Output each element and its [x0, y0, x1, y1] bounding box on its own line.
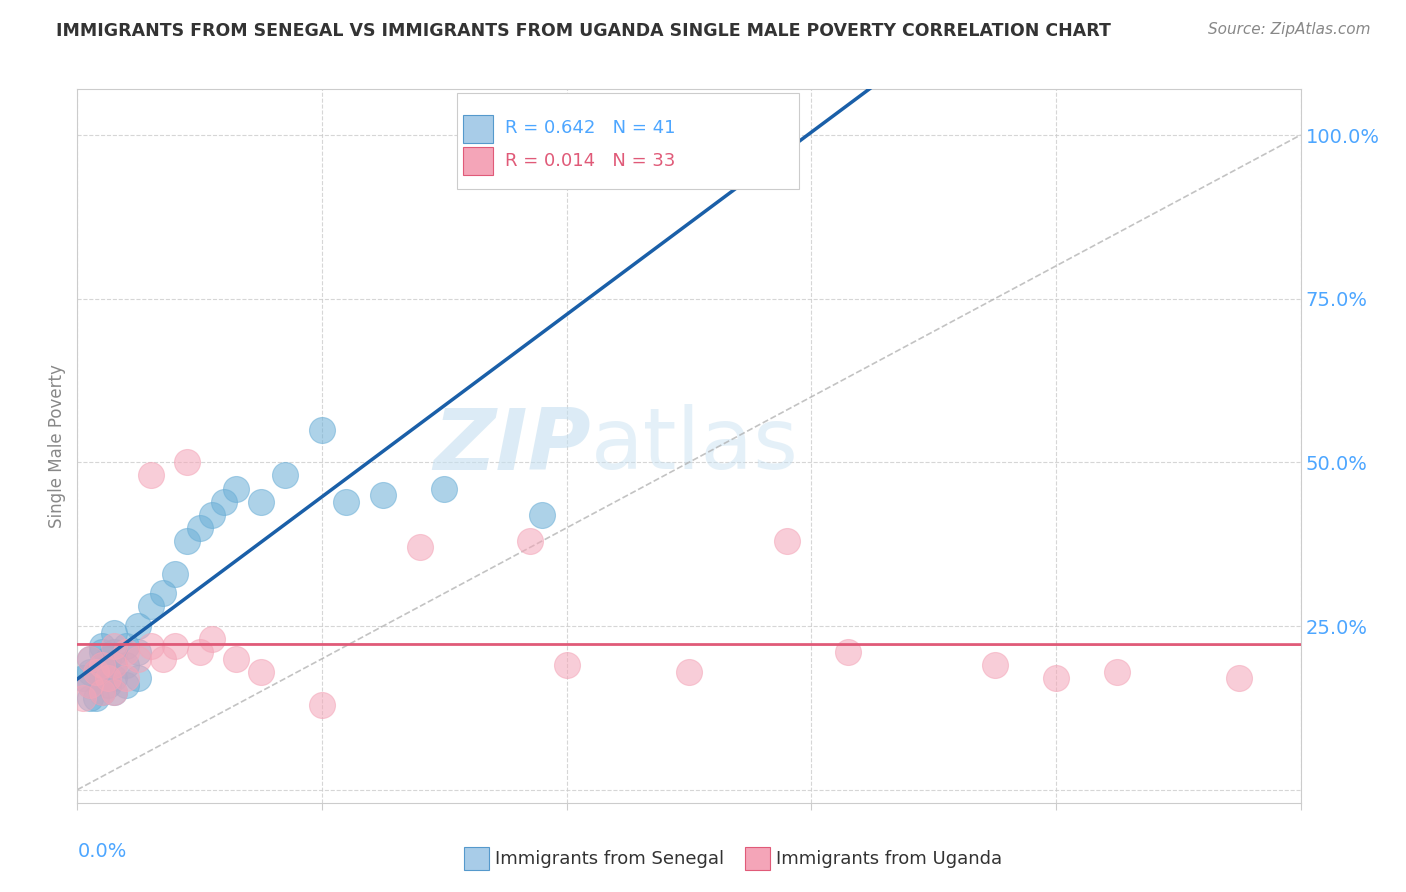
- Point: [984, 658, 1007, 673]
- Point: [176, 455, 198, 469]
- Point: [79, 678, 101, 692]
- Point: [1229, 672, 1251, 686]
- Point: [212, 494, 235, 508]
- FancyBboxPatch shape: [457, 93, 799, 189]
- Point: [90, 658, 112, 673]
- Point: [127, 619, 149, 633]
- Point: [115, 678, 138, 692]
- Point: [97, 672, 120, 686]
- Point: [79, 652, 101, 666]
- Point: [250, 665, 273, 679]
- Point: [654, 128, 676, 142]
- Point: [165, 639, 187, 653]
- Text: IMMIGRANTS FROM SENEGAL VS IMMIGRANTS FROM UGANDA SINGLE MALE POVERTY CORRELATIO: IMMIGRANTS FROM SENEGAL VS IMMIGRANTS FR…: [56, 22, 1111, 40]
- Point: [84, 691, 107, 706]
- Point: [371, 488, 394, 502]
- Text: R = 0.014   N = 33: R = 0.014 N = 33: [506, 152, 676, 169]
- Point: [274, 468, 297, 483]
- Text: ZIP: ZIP: [433, 404, 591, 488]
- Point: [103, 645, 125, 659]
- Point: [152, 586, 174, 600]
- Point: [201, 632, 224, 647]
- Point: [115, 639, 138, 653]
- Point: [311, 423, 333, 437]
- Point: [678, 665, 700, 679]
- Point: [103, 684, 125, 698]
- Text: 0.0%: 0.0%: [77, 842, 127, 861]
- Point: [225, 652, 247, 666]
- Point: [188, 645, 211, 659]
- Point: [139, 639, 162, 653]
- Point: [79, 678, 101, 692]
- Point: [115, 672, 138, 686]
- Point: [409, 541, 432, 555]
- Point: [250, 494, 273, 508]
- Point: [433, 482, 456, 496]
- Bar: [463, 115, 494, 143]
- Point: [531, 508, 554, 522]
- Point: [103, 625, 125, 640]
- Point: [139, 468, 162, 483]
- Point: [1107, 665, 1129, 679]
- Point: [188, 521, 211, 535]
- Point: [127, 645, 149, 659]
- Point: [79, 652, 101, 666]
- Point: [127, 672, 149, 686]
- Point: [90, 684, 112, 698]
- Point: [165, 566, 187, 581]
- Point: [103, 658, 125, 673]
- Point: [90, 645, 112, 659]
- Point: [90, 672, 112, 686]
- Text: atlas: atlas: [591, 404, 799, 488]
- Point: [335, 494, 357, 508]
- Point: [555, 658, 578, 673]
- Point: [72, 672, 94, 686]
- Point: [90, 684, 112, 698]
- Text: Source: ZipAtlas.com: Source: ZipAtlas.com: [1208, 22, 1371, 37]
- Point: [176, 533, 198, 548]
- Point: [139, 599, 162, 614]
- Bar: [463, 147, 494, 175]
- Text: R = 0.642   N = 41: R = 0.642 N = 41: [506, 120, 676, 137]
- Y-axis label: Single Male Poverty: Single Male Poverty: [48, 364, 66, 528]
- Point: [519, 533, 541, 548]
- Point: [127, 652, 149, 666]
- Point: [97, 678, 120, 692]
- Point: [90, 639, 112, 653]
- Point: [103, 672, 125, 686]
- Point: [84, 665, 107, 679]
- Point: [103, 639, 125, 653]
- Point: [776, 533, 799, 548]
- Point: [311, 698, 333, 712]
- Point: [97, 652, 120, 666]
- Text: Immigrants from Uganda: Immigrants from Uganda: [776, 849, 1002, 868]
- Point: [152, 652, 174, 666]
- Point: [115, 658, 138, 673]
- Point: [72, 691, 94, 706]
- Point: [84, 665, 107, 679]
- Point: [79, 691, 101, 706]
- Point: [103, 658, 125, 673]
- Point: [837, 645, 859, 659]
- Point: [1045, 672, 1067, 686]
- Point: [201, 508, 224, 522]
- Point: [115, 645, 138, 659]
- Text: Immigrants from Senegal: Immigrants from Senegal: [495, 849, 724, 868]
- Point: [225, 482, 247, 496]
- Point: [79, 665, 101, 679]
- Point: [103, 684, 125, 698]
- Point: [90, 658, 112, 673]
